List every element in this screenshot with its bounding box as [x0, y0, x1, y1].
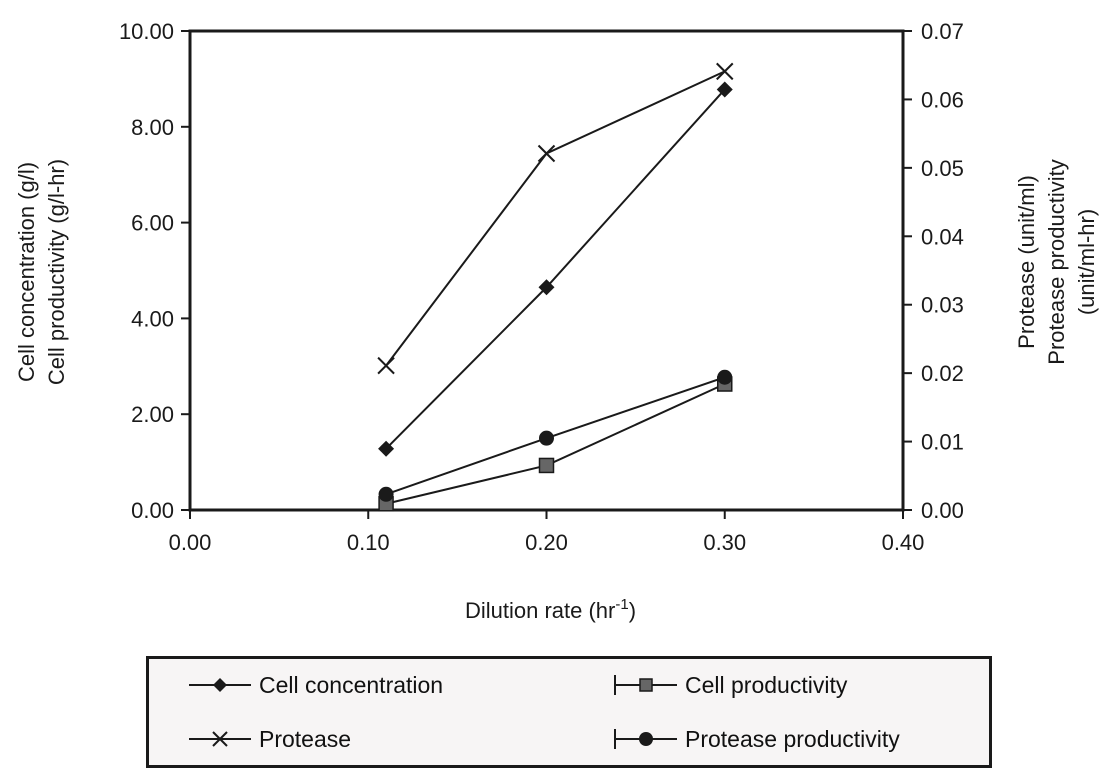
y-right-tick-label: 0.06 [921, 87, 964, 112]
y-right-tick-label: 0.04 [921, 224, 964, 249]
series-line [385, 70, 726, 367]
legend-label: Protease [259, 725, 352, 752]
x-axis-title: Dilution rate (hr-1) [465, 596, 636, 623]
y-right-axis-title: Protease (unit/ml) [1014, 175, 1039, 349]
chart: 0.00 0.10 0.20 0.30 0.40 0.00 2.00 4.00 6.00 8.00… [14, 19, 1099, 623]
data-point-circle [717, 369, 733, 385]
legend-item-protease: Protease [187, 719, 351, 759]
data-point-diamond [378, 440, 395, 457]
data-point-diamond [716, 81, 733, 98]
data-point-circle [539, 430, 554, 446]
data-point-x [537, 144, 556, 163]
x-tick-label: 0.20 [525, 530, 568, 555]
data-point-circle [378, 486, 394, 502]
x-marker-stroke [716, 62, 734, 81]
legend: Cell concentration Cell productivity Pro… [146, 656, 992, 768]
x-tick-label: 0.00 [169, 530, 212, 555]
x-marker-stroke [537, 144, 556, 163]
y-right-axis-title: (unit/ml-hr) [1074, 209, 1099, 315]
y-right-tick-label: 0.07 [921, 19, 964, 44]
legend-label: Cell concentration [259, 671, 444, 698]
data-point-x [716, 62, 734, 81]
data-point-diamond [538, 279, 555, 296]
y-right-tick-label: 0.00 [921, 498, 964, 523]
series-line [385, 383, 726, 505]
x-axis-title-superscript: -1 [615, 596, 628, 613]
x-marker-icon [189, 731, 251, 747]
legend-item-cell-concentration: Cell concentration [187, 665, 443, 705]
y-right-tick-label: 0.03 [921, 293, 964, 318]
data-point-square [538, 457, 555, 474]
x-tick-label: 0.40 [882, 530, 925, 555]
data-point-x [377, 356, 395, 375]
x-tick-label: 0.30 [703, 530, 746, 555]
circle-marker-icon [614, 729, 677, 749]
diamond-marker-icon [189, 678, 251, 692]
y-left-tick-label: 8.00 [131, 115, 174, 140]
legend-item-cell-productivity: Cell productivity [613, 665, 847, 705]
legend-label: Protease productivity [685, 725, 900, 752]
x-tick-label: 0.10 [347, 530, 390, 555]
y-left-tick-label: 10.00 [119, 19, 174, 44]
y-left-tick-label: 4.00 [131, 306, 174, 331]
legend-item-protease-productivity: Protease productivity [613, 719, 900, 759]
y-left-axis-title: Cell productivity (g/l-hr) [44, 159, 69, 385]
x-marker-stroke [377, 356, 395, 375]
y-left-tick-label: 0.00 [131, 498, 174, 523]
y-right-tick-label: 0.01 [921, 430, 964, 455]
y-left-axis-title: Cell concentration (g/l) [14, 162, 39, 382]
y-right-axis-title: Protease productivity [1044, 159, 1069, 364]
square-marker-icon [614, 675, 677, 695]
y-left-tick-label: 6.00 [131, 211, 174, 236]
x-axis-title-close: ) [629, 598, 636, 623]
series-line [385, 376, 726, 496]
x-axis-title-main: Dilution rate (hr [465, 598, 615, 623]
y-right-tick-label: 0.05 [921, 156, 964, 181]
y-left-tick-label: 2.00 [131, 402, 174, 427]
legend-label: Cell productivity [685, 671, 848, 698]
y-right-tick-label: 0.02 [921, 361, 964, 386]
